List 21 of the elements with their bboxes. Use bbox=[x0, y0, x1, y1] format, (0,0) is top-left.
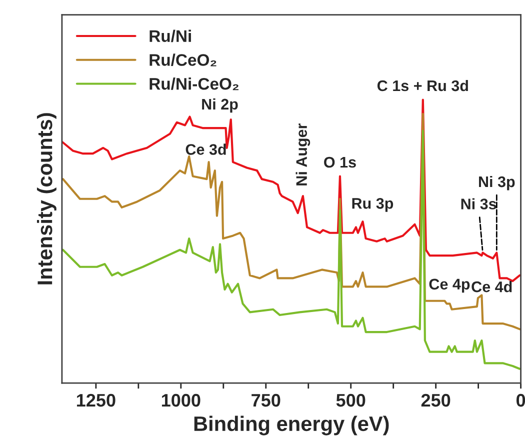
annotation: C 1s + Ru 3d bbox=[377, 80, 468, 92]
annotation: Ni Auger bbox=[296, 123, 310, 186]
legend-label: Ru/CeO₂ bbox=[150, 54, 216, 66]
x-tick-label: 1000 bbox=[162, 394, 200, 407]
annotation: Ni 3s bbox=[461, 198, 496, 210]
annotation: Ni 2p bbox=[202, 98, 238, 113]
annotation: Ce 3d bbox=[186, 144, 226, 155]
annotation: Ru 3p bbox=[352, 198, 394, 212]
legend-label: Ru/Ni bbox=[150, 30, 191, 42]
x-tick-label: 1250 bbox=[76, 394, 116, 407]
x-tick-label: 500 bbox=[336, 394, 366, 407]
legend-label: Ru/Ni-CeO₂ bbox=[150, 78, 238, 90]
x-tick-label: 250 bbox=[421, 394, 450, 407]
x-tick-label: 0 bbox=[516, 394, 525, 407]
annotation: O 1s bbox=[324, 156, 356, 168]
y-axis-title: Intensity (counts) bbox=[36, 113, 56, 284]
annotation: Ni 3p bbox=[479, 176, 515, 190]
x-axis-title: Binding energy (eV) bbox=[194, 416, 389, 436]
annotation: Ce 4p bbox=[429, 278, 470, 293]
annotation: Ce 4d bbox=[472, 281, 512, 292]
x-tick-label: 750 bbox=[252, 394, 280, 407]
